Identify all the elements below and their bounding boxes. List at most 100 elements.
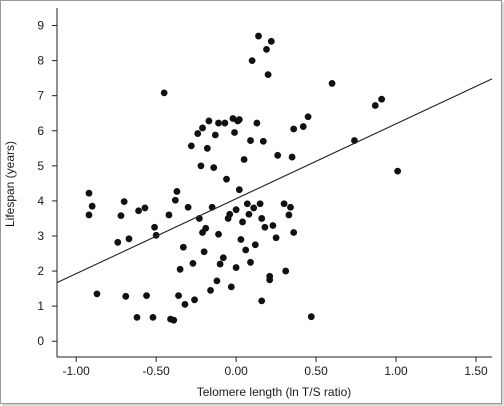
data-point — [200, 248, 208, 256]
data-point — [216, 260, 224, 268]
data-point — [219, 254, 227, 262]
data-point — [285, 211, 293, 219]
data-point — [223, 175, 230, 183]
data-point — [93, 290, 101, 298]
data-point — [231, 129, 238, 136]
y-tick-label: 5 — [37, 159, 44, 173]
data-point — [122, 292, 130, 300]
data-point — [141, 204, 149, 212]
data-point — [269, 222, 277, 229]
data-point — [328, 80, 336, 87]
data-point — [215, 230, 222, 238]
data-point — [287, 203, 294, 211]
data-point — [160, 89, 168, 97]
data-point — [259, 137, 267, 145]
data-point — [149, 313, 157, 321]
data-point — [263, 45, 270, 53]
data-point — [282, 267, 290, 275]
data-point — [242, 246, 250, 254]
data-point — [197, 162, 205, 170]
data-point — [371, 102, 379, 109]
data-point — [175, 292, 182, 300]
data-point — [199, 124, 206, 132]
data-point — [232, 264, 240, 271]
data-point — [240, 156, 248, 163]
data-point — [165, 211, 173, 219]
data-point — [207, 286, 214, 294]
data-point — [202, 224, 210, 232]
data-point — [243, 200, 251, 208]
y-tick-label: 4 — [37, 194, 44, 208]
x-axis-title: Telomere length (ln T/S ratio) — [197, 385, 352, 399]
data-point — [194, 130, 202, 137]
data-point — [245, 210, 253, 218]
y-tick-label: 7 — [37, 89, 44, 103]
data-point — [191, 296, 198, 304]
data-point — [151, 223, 158, 231]
x-tick-label: 1.00 — [384, 364, 408, 378]
data-point — [274, 151, 282, 159]
trendline — [56, 78, 493, 284]
data-point — [85, 211, 93, 219]
data-point — [253, 119, 261, 127]
data-point — [255, 32, 262, 40]
data-point — [258, 297, 266, 305]
data-point — [189, 259, 197, 267]
data-point — [299, 123, 307, 130]
y-tick-label: 2 — [37, 264, 44, 278]
data-point — [117, 212, 125, 220]
y-tick-label: 9 — [37, 19, 44, 33]
data-point — [251, 241, 259, 249]
y-tick-label: 6 — [37, 124, 44, 138]
data-point — [394, 167, 402, 175]
data-point — [290, 125, 298, 133]
data-point — [235, 116, 243, 123]
data-point — [258, 215, 266, 222]
data-point — [280, 200, 288, 208]
y-tick-label: 3 — [37, 229, 44, 243]
data-point — [125, 235, 133, 243]
data-point — [210, 164, 218, 171]
data-point — [290, 229, 298, 236]
data-point — [203, 144, 211, 152]
data-point — [114, 238, 122, 246]
data-points — [85, 32, 402, 324]
y-axis: 0 1 2 3 4 5 6 7 8 9 — [37, 8, 58, 357]
data-point — [250, 204, 258, 212]
data-point — [170, 316, 178, 324]
data-point — [221, 119, 229, 127]
data-point — [184, 203, 192, 211]
data-point — [248, 57, 256, 65]
data-point — [181, 300, 189, 308]
data-point — [179, 243, 187, 251]
data-point — [237, 236, 245, 243]
x-tick-label: 0.00 — [224, 364, 248, 378]
data-point — [226, 210, 234, 218]
data-point — [171, 196, 179, 204]
data-point — [213, 277, 221, 285]
data-point — [85, 189, 93, 197]
data-point — [205, 117, 213, 125]
y-tick-label: 8 — [37, 54, 44, 68]
data-point — [307, 313, 315, 321]
data-point — [88, 202, 96, 210]
data-point — [256, 200, 264, 208]
data-point — [135, 207, 142, 215]
y-tick-label: 1 — [37, 299, 44, 313]
trendline-group — [56, 78, 493, 284]
data-point — [187, 142, 195, 150]
y-axis-title: Lifespan (years) — [3, 141, 17, 227]
data-point — [264, 71, 272, 79]
x-axis: -1.00 -0.50 0.00 0.50 1.00 1.50 — [57, 356, 492, 378]
data-point — [176, 265, 184, 273]
data-point — [215, 119, 222, 127]
data-point — [239, 218, 246, 226]
data-point — [143, 292, 150, 300]
x-tick-label: -1.00 — [63, 364, 91, 378]
data-point — [247, 258, 254, 266]
data-point — [272, 234, 280, 242]
x-tick-label: 1.50 — [464, 364, 488, 378]
data-point — [120, 198, 128, 206]
y-tick-label: 0 — [37, 334, 44, 348]
